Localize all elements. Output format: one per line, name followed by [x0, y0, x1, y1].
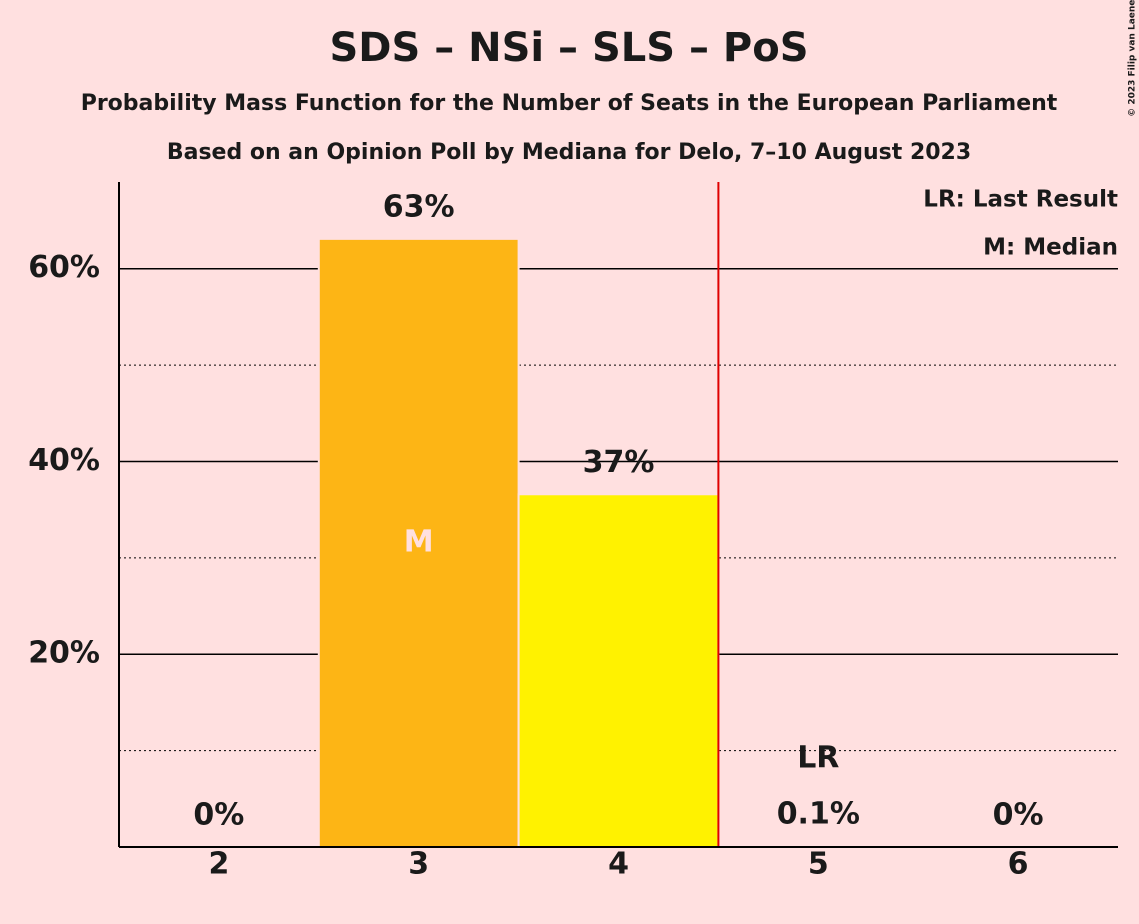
value-label: 0%: [193, 798, 244, 833]
x-tick-label: 4: [608, 847, 629, 882]
y-tick-label: 20%: [28, 636, 100, 671]
last-result-label: LR: [797, 741, 839, 776]
legend-entry: LR: Last Result: [923, 187, 1118, 213]
legend-entry: M: Median: [983, 235, 1118, 261]
x-tick-label: 5: [808, 847, 829, 882]
value-label: 63%: [383, 189, 455, 224]
chart-subtitle: Probability Mass Function for the Number…: [81, 91, 1058, 116]
value-label: 0.1%: [777, 797, 860, 832]
y-tick-label: 60%: [28, 250, 100, 285]
bar: [517, 493, 720, 848]
chart-subtitle: Based on an Opinion Poll by Mediana for …: [167, 140, 971, 165]
median-label: M: [404, 524, 434, 559]
y-tick-label: 40%: [28, 443, 100, 478]
value-label: 0%: [993, 798, 1044, 833]
x-tick-label: 3: [408, 847, 429, 882]
x-tick-label: 6: [1008, 847, 1029, 882]
chart-title: SDS – NSi – SLS – PoS: [329, 25, 808, 71]
credit: © 2023 Filip van Laenen: [1128, 0, 1138, 117]
x-tick-label: 2: [208, 847, 229, 882]
value-label: 37%: [583, 445, 655, 480]
